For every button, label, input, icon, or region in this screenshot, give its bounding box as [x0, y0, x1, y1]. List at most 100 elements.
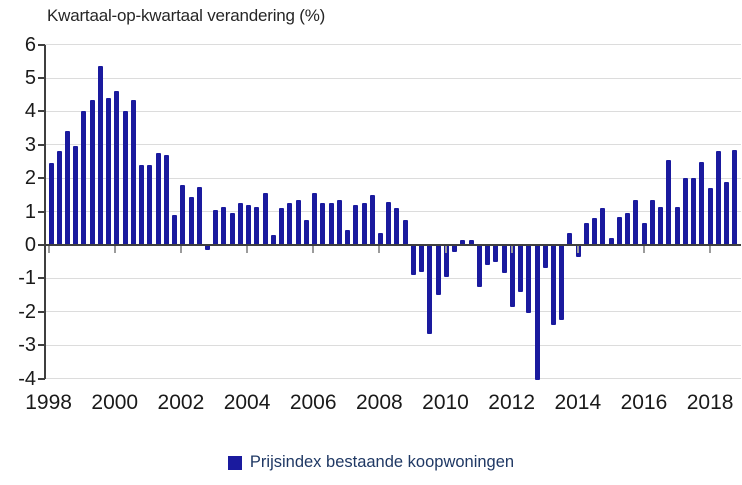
x-axis-tick-2000: [113, 246, 116, 253]
bar-2006Q4: [336, 199, 342, 245]
bar-2018Q4: [732, 149, 738, 245]
y-axis-label-0: 0: [24, 234, 36, 256]
gridline-y-2: [45, 311, 741, 313]
x-axis-label-2018: 2018: [686, 391, 734, 414]
x-axis-label-2014: 2014: [554, 391, 602, 414]
y-axis-tick-1: [38, 210, 45, 213]
bar-2002Q3: [196, 186, 202, 245]
bar-2008Q4: [402, 219, 408, 245]
bar-2009Q2: [419, 245, 425, 272]
x-axis-label-1998: 1998: [25, 391, 72, 414]
bar-2003Q3: [229, 213, 235, 245]
bar-2018Q1: [707, 188, 713, 245]
bar-2017Q3: [691, 178, 697, 245]
gridline-y-4: [45, 378, 741, 380]
bar-2004Q4: [270, 234, 276, 245]
bar-2006Q3: [328, 203, 334, 245]
bar-2001Q4: [172, 214, 178, 245]
bar-2000Q4: [139, 164, 145, 245]
bar-2009Q3: [427, 245, 433, 334]
y-axis-label-3: 3: [24, 133, 36, 156]
x-axis-label-2002: 2002: [157, 391, 205, 414]
chart-title: Kwartaal-op-kwartaal verandering (%): [47, 6, 326, 25]
bar-2015Q4: [633, 199, 639, 245]
bar-2008Q1: [378, 233, 384, 245]
bar-2016Q4: [666, 159, 672, 245]
x-axis-label-2000: 2000: [91, 391, 139, 414]
bar-2000Q3: [130, 99, 136, 245]
x-axis-zero-line: [45, 244, 741, 246]
bar-2011Q1: [476, 245, 482, 287]
bar-2005Q1: [279, 208, 285, 245]
bar-1998Q1: [48, 163, 54, 245]
x-axis-tick-2006: [312, 246, 315, 253]
bar-2003Q2: [221, 206, 227, 245]
gridline-y-3: [45, 344, 741, 346]
gridline-y4: [45, 110, 741, 112]
bar-2017Q2: [682, 178, 688, 245]
bar-2000Q1: [114, 91, 120, 245]
bar-2007Q4: [369, 194, 375, 245]
bar-2004Q1: [246, 204, 252, 245]
gridline-y6: [45, 44, 741, 46]
x-axis-label-2012: 2012: [488, 391, 535, 414]
bar-1999Q2: [89, 99, 95, 245]
x-axis-tick-2008: [378, 246, 381, 253]
bar-1998Q2: [56, 151, 62, 245]
x-axis-tick-2004: [246, 246, 249, 253]
gridline-y3: [45, 144, 741, 146]
x-axis-tick-2010: [444, 246, 447, 253]
bar-2003Q4: [237, 203, 243, 245]
x-axis-label-2004: 2004: [223, 391, 271, 414]
bar-2016Q1: [641, 223, 647, 245]
bar-2010Q3: [460, 239, 466, 245]
legend-label: Prijsindex bestaande koopwoningen: [249, 453, 515, 471]
bar-2002Q2: [188, 196, 194, 245]
bar-2007Q1: [345, 229, 351, 245]
y-axis-label--1: -1: [18, 267, 36, 290]
y-axis-tick-4: [38, 110, 45, 113]
bar-2016Q3: [658, 206, 664, 245]
y-axis-label--4: -4: [18, 367, 36, 390]
bar-2007Q3: [361, 203, 367, 245]
legend-swatch: [227, 455, 242, 470]
bar-1999Q1: [81, 111, 87, 245]
bar-2005Q3: [295, 199, 301, 245]
bar-2013Q1: [542, 245, 548, 269]
bar-1999Q3: [97, 66, 103, 245]
bar-2010Q4: [468, 239, 474, 245]
bar-2013Q4: [567, 233, 573, 245]
x-axis-tick-2014: [576, 246, 579, 253]
y-axis-label-2: 2: [24, 167, 36, 190]
bar-2002Q1: [180, 184, 186, 245]
bar-2016Q2: [649, 199, 655, 245]
bar-1998Q4: [73, 146, 79, 245]
bar-2009Q1: [410, 245, 416, 276]
bar-2012Q1: [509, 245, 515, 307]
x-axis-label-2016: 2016: [620, 391, 668, 414]
bar-2018Q3: [724, 181, 730, 245]
bar-2008Q3: [394, 208, 400, 245]
bar-2011Q2: [485, 245, 491, 266]
x-axis-tick-2016: [642, 246, 645, 253]
bar-2012Q3: [526, 245, 532, 314]
y-axis-tick--2: [38, 310, 45, 313]
bar-2015Q1: [608, 238, 614, 245]
bar-2011Q3: [493, 245, 499, 262]
y-axis-label--2: -2: [18, 300, 36, 323]
bar-2004Q3: [262, 193, 268, 245]
x-axis-label-2010: 2010: [422, 391, 469, 414]
y-axis-line: [44, 44, 46, 379]
y-axis-tick-3: [38, 143, 45, 146]
bar-2013Q3: [559, 245, 565, 321]
y-axis-tick--3: [38, 344, 45, 347]
bar-2000Q2: [122, 111, 128, 245]
gridline-y-1: [45, 277, 741, 279]
bar-2007Q2: [353, 204, 359, 245]
y-axis-label-4: 4: [24, 100, 36, 123]
bar-2017Q1: [674, 206, 680, 245]
bar-2010Q1: [443, 245, 449, 277]
bar-2009Q4: [435, 245, 441, 296]
y-axis-label--3: -3: [18, 334, 36, 357]
